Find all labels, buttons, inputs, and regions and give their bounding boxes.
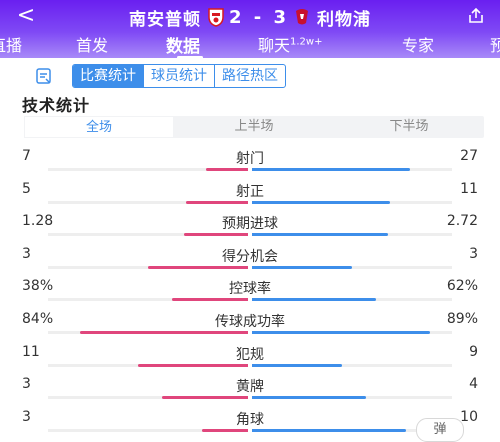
away-stat-bar [252,428,406,432]
home-stat-bar [148,265,248,269]
stats-subnav: 比赛统计 球员统计 路径热区 [0,58,500,96]
share-icon[interactable] [466,6,486,26]
match-header: < 南安普顿 2 - 3 利物浦 直播 首发 数据 聊天1.2w+ 专家 [0,0,500,59]
home-stat-value: 3 [22,245,31,262]
away-stat-value: 62% [446,278,478,295]
stat-row: 3 黄牌 4 [0,376,500,406]
away-stat-value: 10 [460,408,478,425]
tab-lineup[interactable]: 首发 [76,36,109,55]
stat-label: 控球率 [229,281,271,298]
away-stat-bar [252,331,430,334]
away-bar-track [252,363,452,367]
stat-label: 传球成功率 [215,314,285,330]
away-stat-value: 89% [446,311,478,327]
segment-match-stats[interactable]: 比赛统计 [73,65,143,87]
home-stat-value: 11 [22,343,40,360]
away-stat-value: 11 [460,180,478,197]
away-stat-value: 27 [460,148,478,164]
away-stat-value: 4 [469,376,478,393]
away-team-name: 利物浦 [317,9,372,30]
away-stat-value: 3 [469,245,478,262]
home-team-name: 南安普顿 [128,9,201,30]
home-stat-bar [184,233,248,237]
stat-row: 38% 控球率 62% [0,278,500,308]
tab-stats[interactable]: 数据 [166,37,200,57]
period-second-half[interactable]: 下半场 [389,119,429,134]
home-stat-bar [206,168,248,171]
period-first-half[interactable]: 上半场 [234,119,274,134]
home-stat-bar [172,298,248,302]
period-full-match[interactable]: 全场 [24,116,174,138]
stat-label: 得分机会 [222,248,278,265]
home-stat-value: 3 [22,408,31,425]
away-stat-bar [252,298,376,302]
tab-experts[interactable]: 专家 [402,36,435,55]
away-stat-value: 2.72 [446,213,478,230]
stat-row: 1.28 预期进球 2.72 [0,213,500,243]
tab-chat[interactable]: 聊天1.2w+ [258,32,322,56]
liverpool-crest-icon [293,7,311,27]
document-icon[interactable] [34,66,54,86]
home-bar-track [48,396,248,400]
match-score: 2 - 3 [228,6,290,28]
home-bar-track [48,168,248,171]
home-stat-value: 1.28 [22,213,54,230]
tab-chat-label: 聊天 [258,36,291,55]
away-stat-bar [252,233,388,237]
stat-row: 3 角球 10 [0,409,500,439]
southampton-crest-icon [207,7,225,27]
home-stat-value: 84% [22,311,54,327]
home-bar-track [48,233,248,237]
stat-row: 84% 传球成功率 89% [0,311,500,341]
chat-count-badge: 1.2w+ [290,36,323,48]
home-stat-bar [202,428,248,432]
stat-label: 犯规 [236,346,264,363]
home-stat-bar [80,331,248,334]
back-button[interactable]: < [16,3,36,28]
away-stat-bar [252,396,366,400]
stat-label: 角球 [236,411,264,428]
home-bar-track [48,200,248,204]
period-selector: 全场 上半场 下半场 [24,116,484,138]
tab-prediction[interactable]: 预 [490,36,500,55]
stat-row: 3 得分机会 3 [0,246,500,276]
home-bar-track [48,428,248,432]
home-stat-bar [186,200,248,204]
away-stat-bar [252,200,390,204]
stat-label: 黄牌 [236,379,264,396]
home-stat-value: 7 [22,148,31,164]
away-stat-bar [252,363,342,367]
stats-segment-control: 比赛统计 球员统计 路径热区 [72,64,286,88]
home-stat-value: 5 [22,180,31,197]
tab-live[interactable]: 直播 [0,36,23,55]
danmaku-toggle-button[interactable]: 弹 [416,418,464,442]
home-bar-track [48,298,248,302]
away-bar-track [252,265,452,269]
stat-label: 预期进球 [222,216,278,233]
stat-label: 射门 [236,151,264,167]
away-stat-bar [252,265,352,269]
stat-row: 7 射门 27 [0,148,500,178]
home-stat-value: 38% [22,278,54,295]
stat-row: 11 犯规 9 [0,344,500,374]
home-stat-bar [162,396,248,400]
scoreboard: 南安普顿 2 - 3 利物浦 [0,4,500,30]
segment-heatmap[interactable]: 路径热区 [214,65,285,87]
home-stat-value: 3 [22,376,31,393]
stat-label: 射正 [236,183,264,200]
segment-player-stats[interactable]: 球员统计 [143,65,214,87]
home-stat-bar [138,363,248,367]
stat-row: 5 射正 11 [0,181,500,211]
away-stat-bar [252,168,410,171]
section-title: 技术统计 [22,96,91,115]
active-tab-indicator [177,56,203,59]
match-tabs: 直播 首发 数据 聊天1.2w+ 专家 预 [0,30,500,59]
away-stat-value: 9 [469,343,478,360]
